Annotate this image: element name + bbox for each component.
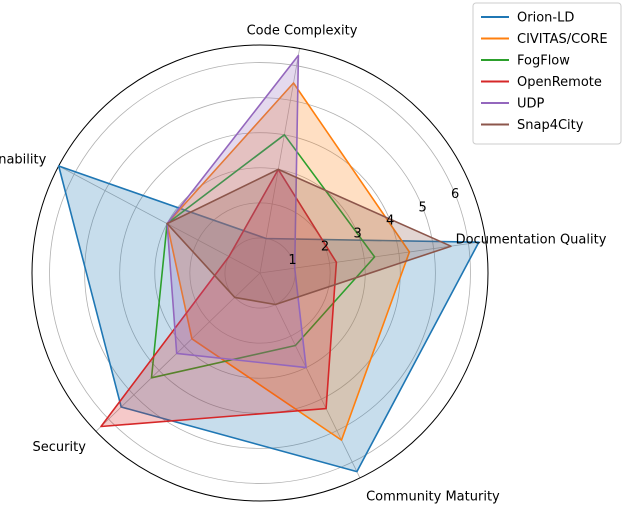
series-line xyxy=(150,134,376,379)
legend-label: Orion-LD xyxy=(517,11,574,26)
grid-circle-5 xyxy=(84,97,436,449)
series-fill xyxy=(101,169,337,427)
axis-spoke xyxy=(95,272,261,432)
r-tick-label: 2 xyxy=(321,240,329,255)
legend-label: CIVITAS/CORE xyxy=(517,32,608,47)
series-line xyxy=(166,82,411,441)
r-tick-label: 6 xyxy=(451,187,459,202)
legend-label: UDP xyxy=(517,97,545,112)
series-line xyxy=(166,168,452,306)
series-fill xyxy=(167,169,451,305)
axis-label: Documentation Quality xyxy=(456,232,607,247)
legend-item: FogFlow xyxy=(481,54,570,69)
r-tick-label: 4 xyxy=(386,213,394,228)
legend-item: Orion-LD xyxy=(481,11,574,26)
series-civitas-core xyxy=(166,82,411,441)
series-fogflow xyxy=(150,134,376,379)
r-tick-label: 1 xyxy=(288,253,296,268)
axis-spoke xyxy=(259,272,361,479)
series-udp xyxy=(166,54,307,369)
series-snap4city xyxy=(166,168,452,306)
series-layer xyxy=(57,54,480,473)
legend-item: OpenRemote xyxy=(481,75,602,90)
legend-item: Snap4City xyxy=(481,118,584,133)
axis-spoke xyxy=(259,48,300,274)
series-line xyxy=(100,168,338,428)
axis-spoke xyxy=(58,165,261,274)
r-tick-label: 5 xyxy=(418,200,426,215)
series-fill xyxy=(167,55,307,368)
axis-label: Maintainability xyxy=(0,152,47,167)
axis-label: Code Complexity xyxy=(247,24,358,39)
series-fill xyxy=(58,166,479,472)
polar-frame xyxy=(31,44,489,502)
series-line xyxy=(166,54,307,369)
series-orion-ld xyxy=(57,165,480,473)
legend-label: OpenRemote xyxy=(517,75,602,90)
series-openremote xyxy=(100,168,338,428)
grid-circle-3 xyxy=(154,167,366,379)
legend-box xyxy=(472,2,622,145)
r-tick-label: 3 xyxy=(353,227,361,242)
legend: Orion-LD CIVITAS/CORE FogFlow OpenRemote UDP… xyxy=(472,2,622,145)
grid-circle-6 xyxy=(49,62,471,484)
legend-item: UDP xyxy=(481,97,545,112)
legend-label: Snap4City xyxy=(517,118,584,133)
legend-label: FogFlow xyxy=(517,54,570,69)
legend-item: CIVITAS/CORE xyxy=(481,32,608,47)
series-line xyxy=(57,165,480,473)
axis-label: Community Maturity xyxy=(366,490,500,505)
series-fill xyxy=(167,83,410,441)
axis-label: Security xyxy=(33,440,87,455)
tick-layer: 1 2 3 4 5 6 xyxy=(288,187,459,268)
axis-label-layer: Documentation Quality Code Complexity Main… xyxy=(0,24,607,505)
